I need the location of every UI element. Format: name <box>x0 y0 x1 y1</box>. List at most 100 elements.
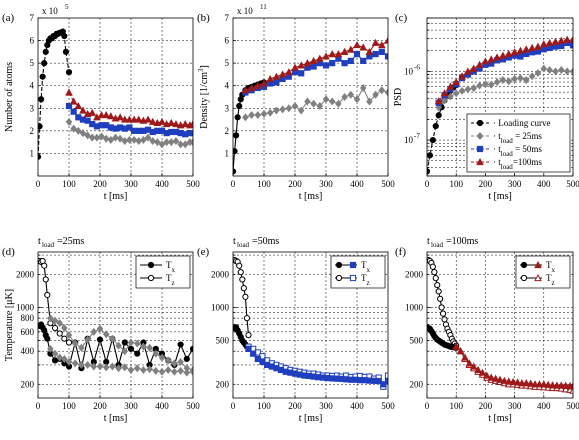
data-point <box>112 133 119 142</box>
x-tick-label: 0 <box>231 401 236 411</box>
data-point <box>250 350 257 357</box>
data-point <box>171 367 178 376</box>
data-point <box>359 43 368 51</box>
data-point <box>360 57 367 64</box>
plot-frame <box>232 17 389 177</box>
y-tick-label: 3 <box>225 103 230 113</box>
data-point <box>427 152 434 159</box>
data-point <box>475 60 484 68</box>
x-axis-label: t [ms] <box>488 413 512 424</box>
data-point <box>493 78 501 87</box>
exponent-power: 5 <box>65 3 69 11</box>
x-tick-label: 200 <box>479 401 493 411</box>
data-point <box>540 46 547 53</box>
data-point <box>253 81 262 89</box>
data-point <box>534 260 542 269</box>
data-point <box>164 356 172 365</box>
data-point <box>493 53 501 61</box>
x-tick-label: 500 <box>381 401 395 411</box>
data-point <box>341 60 348 67</box>
chart-panel-b: 0 100 200 300 400 500 1 2 3 4 5 6 7 (b) x 10 11 t [ms] De… <box>197 3 395 202</box>
data-point <box>71 339 79 348</box>
data-point <box>236 102 243 110</box>
y-tick-label: 1000 <box>211 302 230 312</box>
y-tick-label: 1000 <box>16 302 35 312</box>
data-point <box>353 51 361 58</box>
series-group <box>233 257 388 390</box>
y-tick-label: 5 <box>30 58 35 68</box>
data-point <box>243 315 251 322</box>
chart-panel-a: 0 100 200 300 400 500 1 2 3 4 5 6 7 (a) x 10 5 t [ms] Num… <box>2 3 200 202</box>
x-tick-label: 200 <box>93 401 107 411</box>
data-point <box>120 115 129 123</box>
panel-title-sub: load <box>42 241 55 249</box>
x-tick-label: 200 <box>93 179 107 189</box>
x-tick-label: 100 <box>449 401 463 411</box>
data-point <box>127 345 135 352</box>
x-axis-label: t [ms] <box>488 191 512 202</box>
data-point <box>384 36 388 44</box>
data-point <box>130 135 138 144</box>
data-point <box>545 38 554 47</box>
data-point <box>377 41 386 49</box>
data-point <box>465 359 474 367</box>
data-point <box>107 112 115 120</box>
data-point <box>476 81 483 90</box>
data-point <box>298 70 305 77</box>
data-point <box>247 83 256 92</box>
y-tick-label: 500 <box>410 336 424 346</box>
y-tick-label: 4 <box>225 81 230 91</box>
data-point <box>164 365 172 374</box>
x-axis-label: t [ms] <box>299 413 323 424</box>
y-tick-label: 2 <box>30 126 35 136</box>
data-point <box>71 359 79 368</box>
plot-frame <box>37 251 194 399</box>
x-tick-label: 100 <box>62 401 76 411</box>
data-point <box>84 335 91 344</box>
data-point <box>144 115 152 123</box>
x-tick-label: 300 <box>319 401 333 411</box>
y-tick-label: 10 <box>404 66 414 76</box>
y-axis-label: Number of atoms <box>4 62 15 132</box>
data-point <box>152 349 160 358</box>
data-point <box>522 45 531 53</box>
data-point <box>61 354 68 363</box>
data-point <box>140 342 147 351</box>
data-point <box>347 57 354 64</box>
panel-title-value: =50ms <box>252 236 279 247</box>
data-point <box>148 117 157 125</box>
data-point <box>189 367 193 376</box>
data-point <box>44 291 51 299</box>
data-point <box>365 47 374 55</box>
series-group <box>427 257 573 394</box>
data-point <box>483 371 491 379</box>
data-point <box>65 357 73 366</box>
data-point <box>70 108 77 115</box>
legend-label: Tx <box>361 260 371 274</box>
data-point <box>520 261 528 269</box>
data-point <box>474 365 482 374</box>
data-point <box>516 46 525 54</box>
x-tick-label: 300 <box>319 179 333 189</box>
data-point <box>284 68 293 76</box>
y-tick-label: 2000 <box>405 269 424 279</box>
data-point <box>69 97 78 105</box>
data-point <box>51 316 59 325</box>
data-point <box>496 375 504 383</box>
data-point <box>461 353 469 361</box>
data-point <box>183 368 191 377</box>
data-point <box>341 93 348 101</box>
data-point <box>39 73 46 80</box>
data-point <box>329 60 336 67</box>
data-point <box>152 366 160 375</box>
data-point <box>384 88 388 97</box>
data-point <box>236 262 243 269</box>
y-tick-label: 600 <box>21 327 35 337</box>
x-tick-label: 200 <box>288 401 302 411</box>
y-tick-label: 5 <box>225 58 230 68</box>
data-point <box>534 68 542 77</box>
data-point <box>134 115 143 123</box>
